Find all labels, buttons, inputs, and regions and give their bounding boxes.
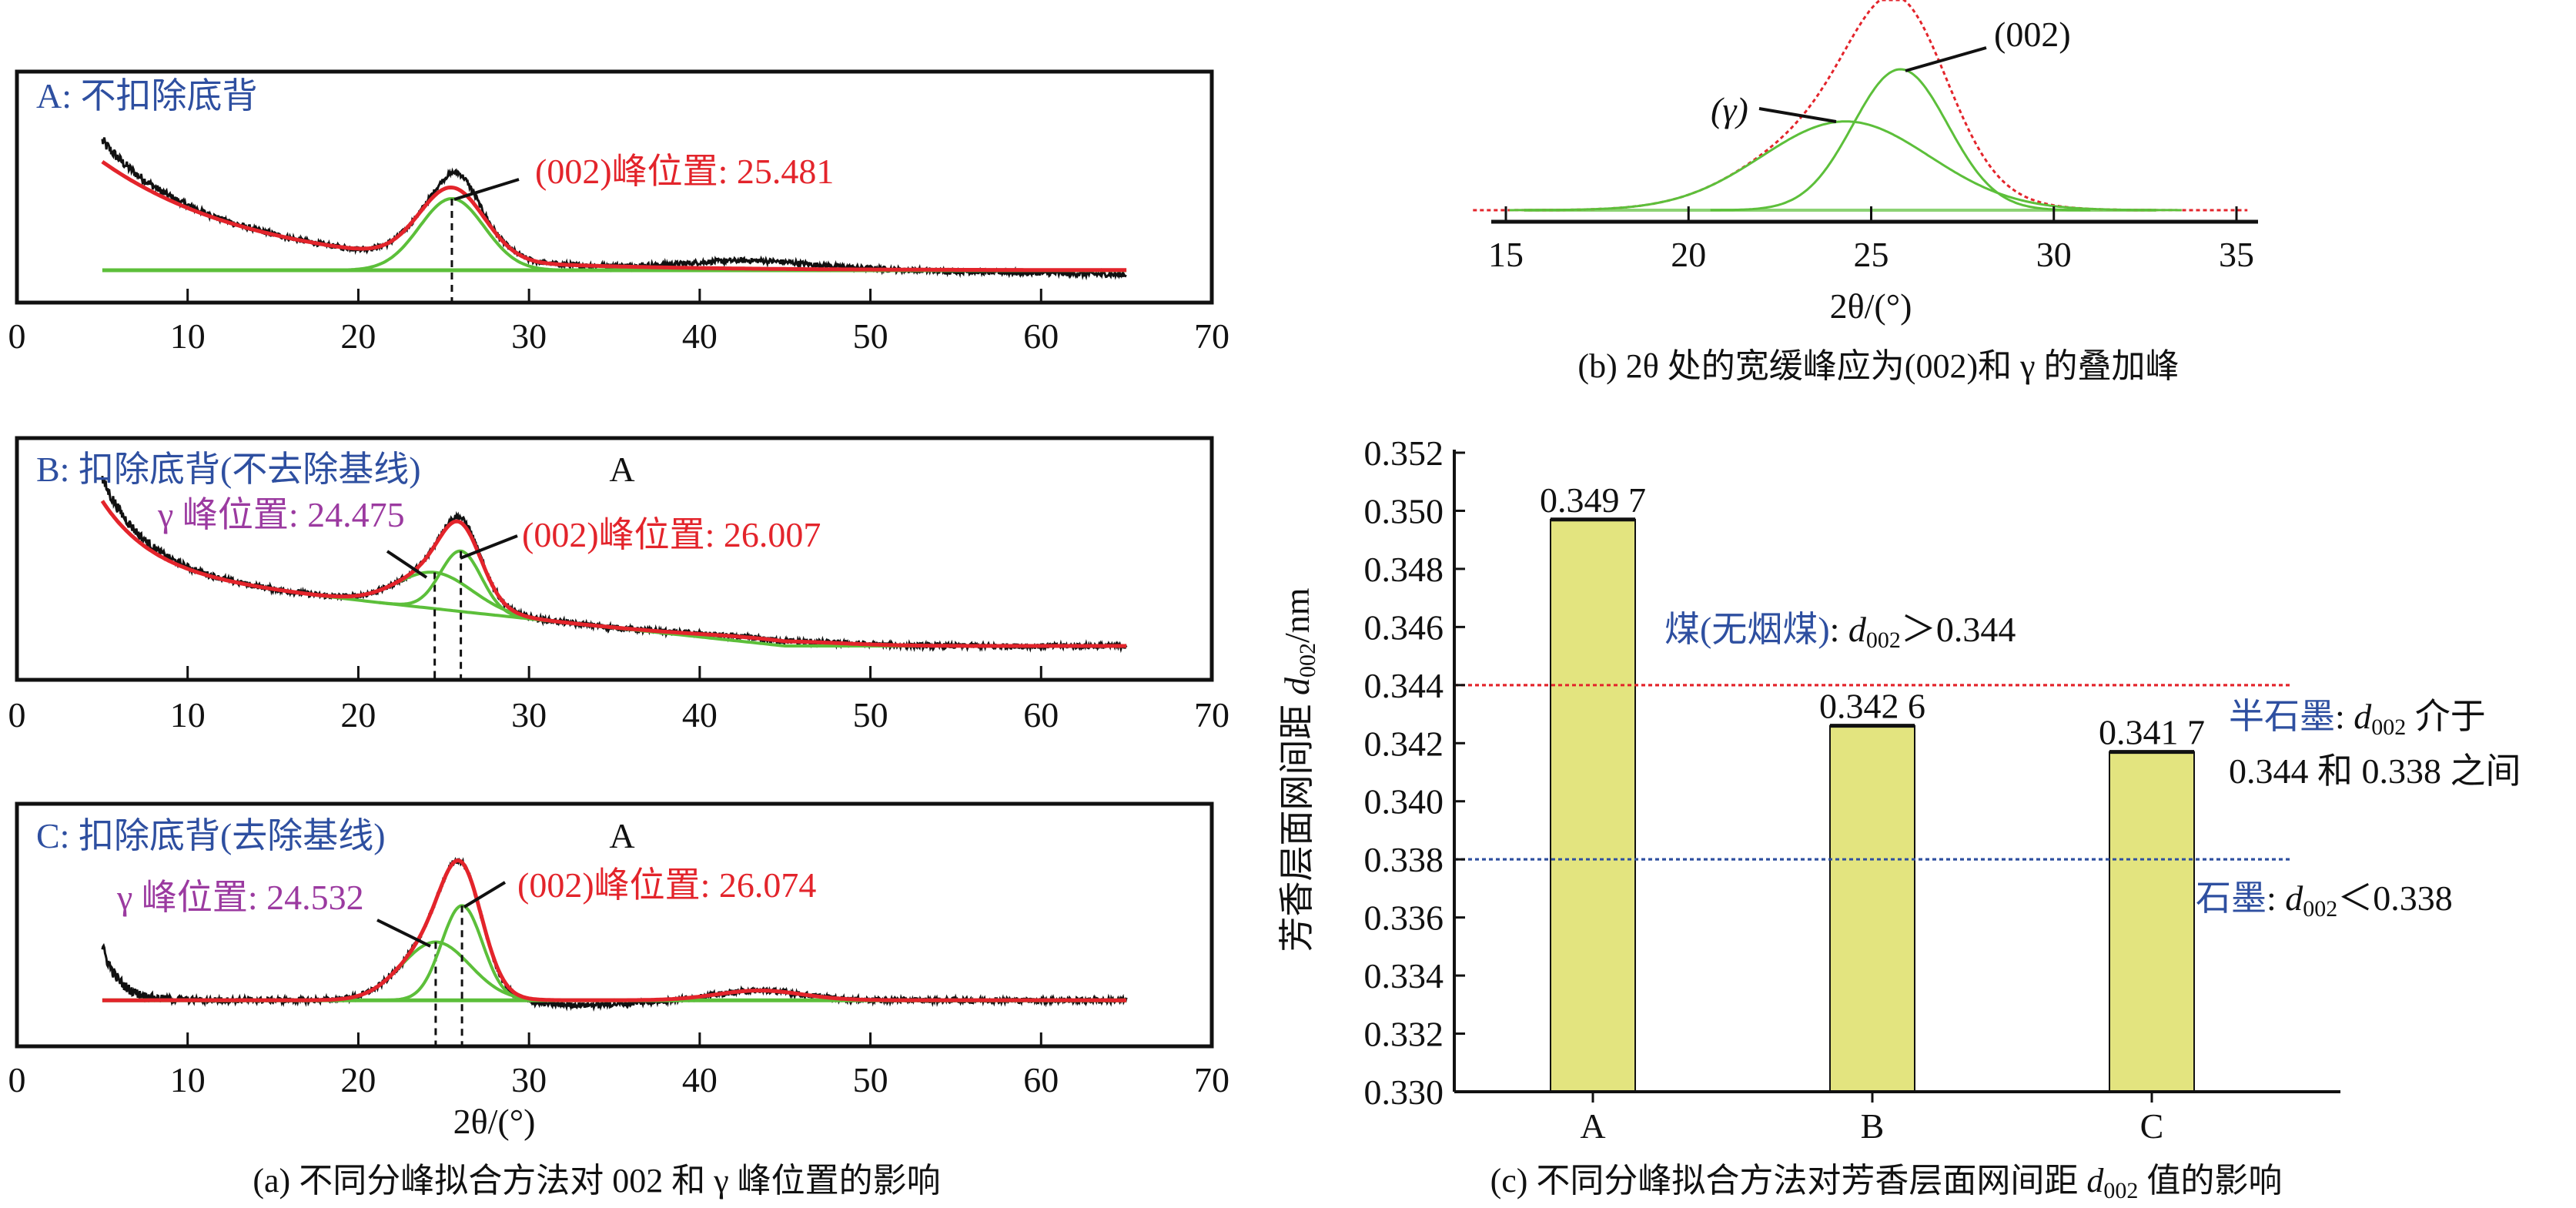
x-tick-label: 40	[682, 316, 718, 356]
leader-line	[453, 178, 520, 201]
leader-line	[386, 550, 428, 579]
x-tick-label: 30	[511, 1060, 547, 1099]
component-peak-002	[379, 549, 544, 622]
peak-position-annotation: (002)峰位置: 25.481	[535, 152, 834, 191]
x-tick-label: 40	[682, 695, 718, 735]
x-tick-label: 0	[8, 695, 26, 735]
x-tick-label: 50	[853, 316, 888, 356]
x-tick-label: 20	[1671, 235, 1706, 274]
y-tick-label: 0.346	[1364, 607, 1444, 647]
bar-C	[2109, 751, 2195, 1093]
panel-label: A: 不扣除底背	[36, 76, 258, 115]
x-tick-label: 50	[853, 695, 888, 735]
leader-line	[1758, 107, 1837, 123]
x-tick-label: 30	[511, 695, 547, 735]
leader-line	[376, 919, 431, 948]
peak-label-gamma: (γ)	[1711, 90, 1748, 129]
x-tick-label: 20	[340, 695, 376, 735]
x-category-label: B	[1861, 1106, 1885, 1146]
bar-A	[1550, 518, 1636, 1093]
measured-xrd-curve	[101, 856, 1128, 1012]
x-tick-label: 60	[1023, 695, 1059, 735]
panel-marker: A	[609, 816, 634, 855]
bar-B	[1829, 724, 1915, 1093]
bar-value-label: 0.342 6	[1819, 687, 1925, 726]
x-tick-label: 60	[1023, 1060, 1059, 1099]
peak-label-002: (002)	[1994, 15, 2071, 54]
x-tick-label: 60	[1023, 316, 1059, 356]
panel-a: 0 10 20 30 40 50 60 70 A: 不扣除底背 (002)峰位置: 25.481	[8, 69, 1229, 356]
y-tick-label: 0.338	[1364, 840, 1444, 879]
annotation-coal: 煤(无烟煤): d002＞0.344	[1664, 610, 2016, 653]
leader-line	[463, 881, 507, 909]
fitted-curve	[100, 500, 1127, 648]
plot-frame	[15, 436, 1214, 682]
y-tick-label: 0.342	[1364, 724, 1444, 763]
x-tick-label: 10	[170, 695, 206, 735]
y-tick-label: 0.350	[1364, 491, 1444, 530]
x-tick-label: 70	[1194, 695, 1229, 735]
x-tick-label: 35	[2219, 235, 2254, 274]
plot-frame	[15, 801, 1214, 1049]
panel-b-chart: 15 20 25 30 35 (002) (γ)	[1473, 0, 2258, 274]
component-peak-gamma	[1509, 120, 2182, 212]
panel-c-chart: 0.349 7 A 0.342 6 B 0.341 7 C 0.330 0.332 0.334 0…	[1364, 433, 2340, 1146]
x-tick-label: 10	[170, 316, 206, 356]
x-category-label: C	[2140, 1106, 2164, 1146]
bar-value-label: 0.349 7	[1540, 480, 1646, 520]
x-tick-label: 50	[853, 1060, 888, 1099]
bar-value-label: 0.341 7	[2099, 713, 2205, 752]
panel-label: B: 扣除底背(不去除基线)	[36, 450, 421, 489]
x-tick-label: 15	[1488, 235, 1524, 274]
x-tick-label: 10	[170, 1060, 206, 1099]
sum-curve	[1473, 0, 2248, 212]
panel-b-caption: (b) 2θ 处的宽缓峰应为(002)和 γ 的叠加峰	[1577, 347, 2179, 385]
leader-line	[460, 534, 518, 560]
y-tick-label: 0.344	[1364, 666, 1444, 705]
panel-a-xlabel: 2θ/(°)	[453, 1102, 536, 1141]
peak-position-annotation: (002)峰位置: 26.074	[517, 865, 816, 905]
leader-line	[1905, 46, 1987, 72]
x-tick-label: 30	[2036, 235, 2072, 274]
x-tick-label: 25	[1854, 235, 1889, 274]
y-tick-label: 0.340	[1364, 782, 1444, 822]
fitted-curve	[101, 159, 1127, 273]
y-tick-label: 0.332	[1364, 1015, 1444, 1054]
panel-c: 0 10 20 30 40 50 60 70 C: 扣除底背(去除基线) Aγ 峰位置: 24.5…	[8, 801, 1229, 1099]
annotation-semi-graphite-range: 0.344 和 0.338 之间	[2229, 751, 2521, 791]
y-tick-label: 0.334	[1364, 956, 1444, 996]
panel-a-caption: (a) 不同分峰拟合方法对 002 和 γ 峰位置的影响	[253, 1162, 940, 1200]
annotation-semi-graphite: 半石墨: d002 介于	[2229, 697, 2486, 740]
y-tick-label: 0.348	[1364, 550, 1444, 589]
fitted-curve	[102, 858, 1127, 1002]
x-tick-label: 20	[340, 316, 376, 356]
component-peak-002	[1710, 68, 2091, 212]
x-category-label: A	[1580, 1106, 1605, 1146]
peak-position-annotation: (002)峰位置: 26.007	[522, 515, 821, 554]
x-tick-label: 70	[1194, 316, 1229, 356]
peak-position-annotation: γ 峰位置: 24.475	[157, 495, 405, 534]
x-tick-label: 70	[1194, 1060, 1229, 1099]
panel-b-xlabel: 2θ/(°)	[1830, 286, 1912, 326]
panel-c-caption: (c) 不同分峰拟合方法对芳香层面网间距 d002 值的影响	[1490, 1162, 2283, 1203]
panel-marker: A	[609, 450, 634, 489]
x-tick-label: 40	[682, 1060, 718, 1099]
x-tick-label: 30	[511, 316, 547, 356]
annotation-graphite: 石墨: d002＜0.338	[2196, 878, 2453, 922]
y-tick-label: 0.336	[1364, 898, 1444, 938]
peak-position-annotation: γ 峰位置: 24.532	[116, 878, 364, 917]
panel-b: 0 10 20 30 40 50 60 70 B: 扣除底背(不去除基线) Aγ 峰位置: 24.…	[8, 436, 1229, 735]
plot-frame	[15, 69, 1214, 305]
x-tick-label: 20	[340, 1060, 376, 1099]
panel-label: C: 扣除底背(去除基线)	[36, 816, 386, 855]
y-tick-label: 0.330	[1364, 1072, 1444, 1112]
y-tick-label: 0.352	[1364, 433, 1444, 473]
x-tick-label: 0	[8, 316, 26, 356]
x-tick-label: 0	[8, 1060, 26, 1099]
panel-c-ylabel: 芳香层面网间距 d002/nm	[1277, 587, 1320, 952]
